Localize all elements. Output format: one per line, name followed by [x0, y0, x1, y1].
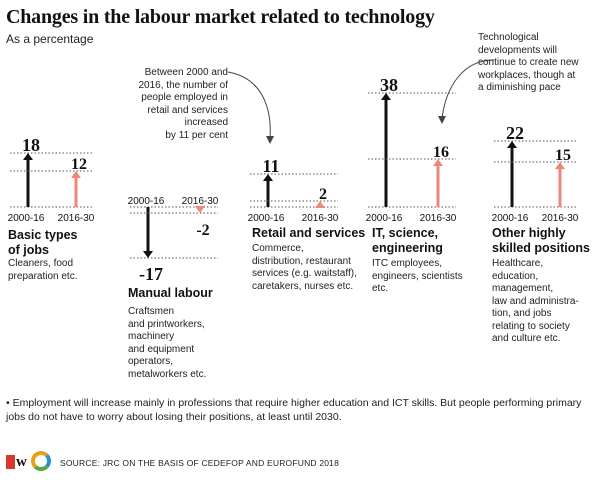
future-annotation: Technological developments will continue t…: [478, 32, 594, 95]
category-description-line: preparation etc.: [8, 270, 78, 282]
category-title-line: Other highly: [492, 226, 566, 240]
period-label: 2000-16: [8, 213, 45, 224]
category-title-line: Retail and services: [252, 226, 366, 240]
annotation-line: Technological: [478, 32, 539, 43]
annotation-line: retail and services: [147, 104, 228, 116]
chart-title: Changes in the labour market related to …: [6, 6, 435, 28]
category-description-line: law and administra-: [492, 295, 579, 307]
category-description-line: etc.: [372, 283, 389, 294]
value-label: 18: [22, 135, 40, 155]
footnote: • Employment will increase mainly in pro…: [6, 397, 582, 423]
category-description-line: tion, and jobs: [492, 308, 552, 319]
annotation-line: people employed in: [141, 92, 228, 103]
value-label: 2: [319, 186, 327, 203]
value-label: -2: [196, 222, 209, 239]
category-description-line: Cleaners, food: [8, 258, 74, 269]
category-title: Basic types of jobs: [8, 228, 123, 258]
bar-arrow-head: [71, 171, 81, 178]
value-label: 22: [506, 123, 524, 143]
category-description-line: metalworkers etc.: [128, 368, 207, 380]
annotation-line: 2016, the number of: [138, 79, 228, 91]
retail-annotation-arrowhead: [266, 136, 274, 144]
category-description: Healthcare, education, management, law and …: [492, 258, 600, 346]
future-annotation-curve: [441, 59, 495, 119]
bar-arrow-head: [555, 162, 565, 169]
category-description-line: engineers, scientists: [372, 270, 463, 282]
category-description-line: Healthcare,: [492, 258, 544, 269]
bar-arrow-head: [381, 93, 391, 100]
period-label: 2016-30: [182, 196, 219, 207]
logo-w-letter: w: [16, 454, 27, 470]
value-label: 16: [433, 144, 449, 161]
category-description: Commerce, distribution, restaurant service…: [252, 243, 364, 293]
logo-q-icon: [31, 451, 51, 471]
value-label: 15: [555, 147, 571, 164]
chart-subtitle: As a percentage: [6, 32, 94, 46]
period-label: 2016-30: [420, 213, 457, 224]
category-description-line: distribution, restaurant: [252, 255, 351, 267]
category-description-line: Craftsmen: [128, 306, 175, 317]
period-label: 2000-16: [366, 213, 403, 224]
category-description-line: ITC employees,: [372, 258, 443, 269]
category-description: Cleaners, food preparation etc.: [8, 258, 120, 283]
future-annotation-arrowhead: [438, 116, 446, 124]
annotation-line: developments will: [478, 44, 557, 56]
category-description-line: and printworkers,: [128, 318, 205, 330]
bar-arrow-head: [507, 141, 517, 148]
annotation-line: continue to create new: [478, 57, 579, 68]
retail-annotation-curve: [227, 71, 271, 139]
period-label: 2016-30: [58, 213, 95, 224]
period-label: 2000-16: [248, 213, 285, 224]
category-title-line: engineering: [372, 241, 443, 255]
category-description-line: and culture etc.: [492, 333, 561, 344]
category-title-line: skilled positions: [492, 241, 590, 255]
category-title-line: of jobs: [8, 243, 49, 257]
annotation-line: workplaces, though at: [478, 69, 576, 81]
period-label: 2000-16: [128, 196, 165, 207]
category-description-line: caretakers, nurses etc.: [252, 280, 354, 292]
annotation-line: Between 2000 and: [144, 67, 228, 78]
annotation-line: increased: [184, 117, 228, 128]
bar-arrow-head: [263, 174, 273, 181]
category-title: Other highly skilled positions: [492, 226, 600, 256]
category-description-line: Commerce,: [252, 243, 304, 254]
category-description-line: education,: [492, 270, 539, 282]
value-label: -17: [139, 264, 163, 284]
period-label: 2000-16: [492, 213, 529, 224]
category-title: IT, science, engineering: [372, 226, 487, 256]
category-title: Retail and services: [252, 226, 367, 241]
bar-arrow-head: [143, 251, 153, 258]
category-title-line: Basic types: [8, 228, 78, 242]
category-title-line: Manual labour: [128, 286, 213, 300]
publisher-logo: w: [6, 448, 56, 476]
bar-arrow-head: [315, 201, 325, 208]
category-title-line: IT, science,: [372, 226, 439, 240]
category-description: Craftsmen and printworkers, machinery and e…: [128, 306, 240, 381]
logo-red-block: [6, 455, 15, 469]
bar-arrow-head: [433, 159, 443, 166]
retail-annotation: Between 2000 and 2016, the number of peopl…: [118, 67, 228, 142]
value-label: 12: [71, 156, 87, 173]
category-description-line: operators,: [128, 356, 174, 367]
category-description-line: and equipment: [128, 343, 195, 355]
period-label: 2016-30: [542, 213, 579, 224]
category-description-line: machinery: [128, 331, 175, 342]
bar-arrow-head: [23, 153, 33, 160]
value-label: 38: [380, 75, 398, 95]
annotation-line: a diminishing pace: [478, 82, 561, 93]
annotation-line: by 11 per cent: [165, 129, 228, 141]
category-description-line: relating to society: [492, 320, 570, 332]
bar-arrow-head: [195, 206, 205, 213]
category-description: ITC employees, engineers, scientists etc.: [372, 258, 484, 296]
period-label: 2016-30: [302, 213, 339, 224]
value-label: 11: [262, 156, 279, 176]
category-description-line: management,: [492, 283, 554, 294]
category-description-line: services (e.g. waitstaff),: [252, 268, 357, 279]
source-note: SOURCE: JRC ON THE BASIS OF CEDEFOP AND …: [60, 458, 340, 468]
category-title: Manual labour: [128, 286, 243, 301]
